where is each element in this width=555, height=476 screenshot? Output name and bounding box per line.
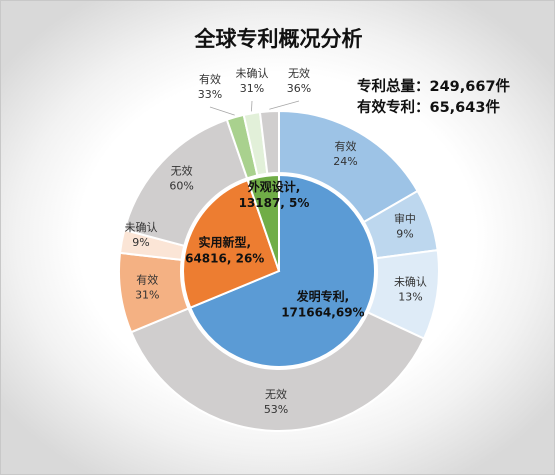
total-patents-line: 专利总量：249,667件 — [357, 75, 510, 96]
outer-label-name-2-2: 未确认 — [125, 221, 158, 234]
outer-label-name-2-1: 有效 — [136, 272, 158, 286]
inner-label-1: 发明专利, — [296, 288, 350, 303]
outer-label-name-3-1: 有效 — [199, 72, 221, 86]
outer-label-pct-1-1: 24% — [333, 155, 357, 168]
outer-label-pct-3-2: 31% — [240, 82, 264, 95]
inner-label-2: 实用新型, — [198, 235, 251, 250]
leader-line-1 — [209, 106, 235, 116]
outer-label-name-3-3: 无效 — [288, 66, 310, 80]
outer-label-pct-3-1: 33% — [198, 88, 222, 101]
outer-label-pct-1-4: 53% — [264, 403, 288, 416]
valid-patents-value: 65,643件 — [429, 100, 500, 116]
outer-label-name-1-3: 未确认 — [394, 275, 427, 288]
inner-slice-2 — [182, 178, 281, 310]
outer-label-pct-1-2: 9% — [396, 227, 413, 240]
leader-line-2 — [251, 100, 253, 112]
valid-patents-label: 有效专利： — [357, 100, 430, 116]
outer-segment-1-4 — [129, 307, 426, 432]
outer-label-name-1-2: 审中 — [394, 211, 416, 225]
inner-sublabel-2: 64816, 26% — [185, 252, 264, 266]
outer-label-pct-3-3: 36% — [287, 82, 311, 95]
total-patents-label: 专利总量： — [357, 79, 430, 95]
outer-label-name-1-4: 无效 — [265, 387, 287, 401]
outer-label-pct-1-3: 13% — [398, 290, 422, 303]
outer-label-name-3-2: 未确认 — [236, 67, 269, 80]
valid-patents-line: 有效专利：65,643件 — [357, 96, 500, 117]
outer-label-pct-2-3: 60% — [169, 179, 193, 192]
leader-line-3 — [269, 100, 300, 110]
outer-label-name-1-1: 有效 — [335, 139, 357, 153]
outer-label-pct-2-2: 9% — [132, 236, 149, 249]
inner-label-3: 外观设计, — [248, 179, 301, 194]
outer-label-pct-2-1: 31% — [135, 288, 159, 301]
outer-segment-3-3 — [258, 109, 280, 175]
outer-label-name-2-3: 无效 — [171, 163, 193, 177]
inner-sublabel-1: 171664,69% — [281, 305, 364, 319]
inner-sublabel-3: 13187, 5% — [239, 196, 310, 210]
inner-slice-3 — [246, 173, 280, 272]
inner-slice-1 — [188, 173, 376, 368]
chart-title: 全球专利概况分析 — [194, 27, 363, 51]
total-patents-value: 249,667件 — [429, 79, 511, 95]
